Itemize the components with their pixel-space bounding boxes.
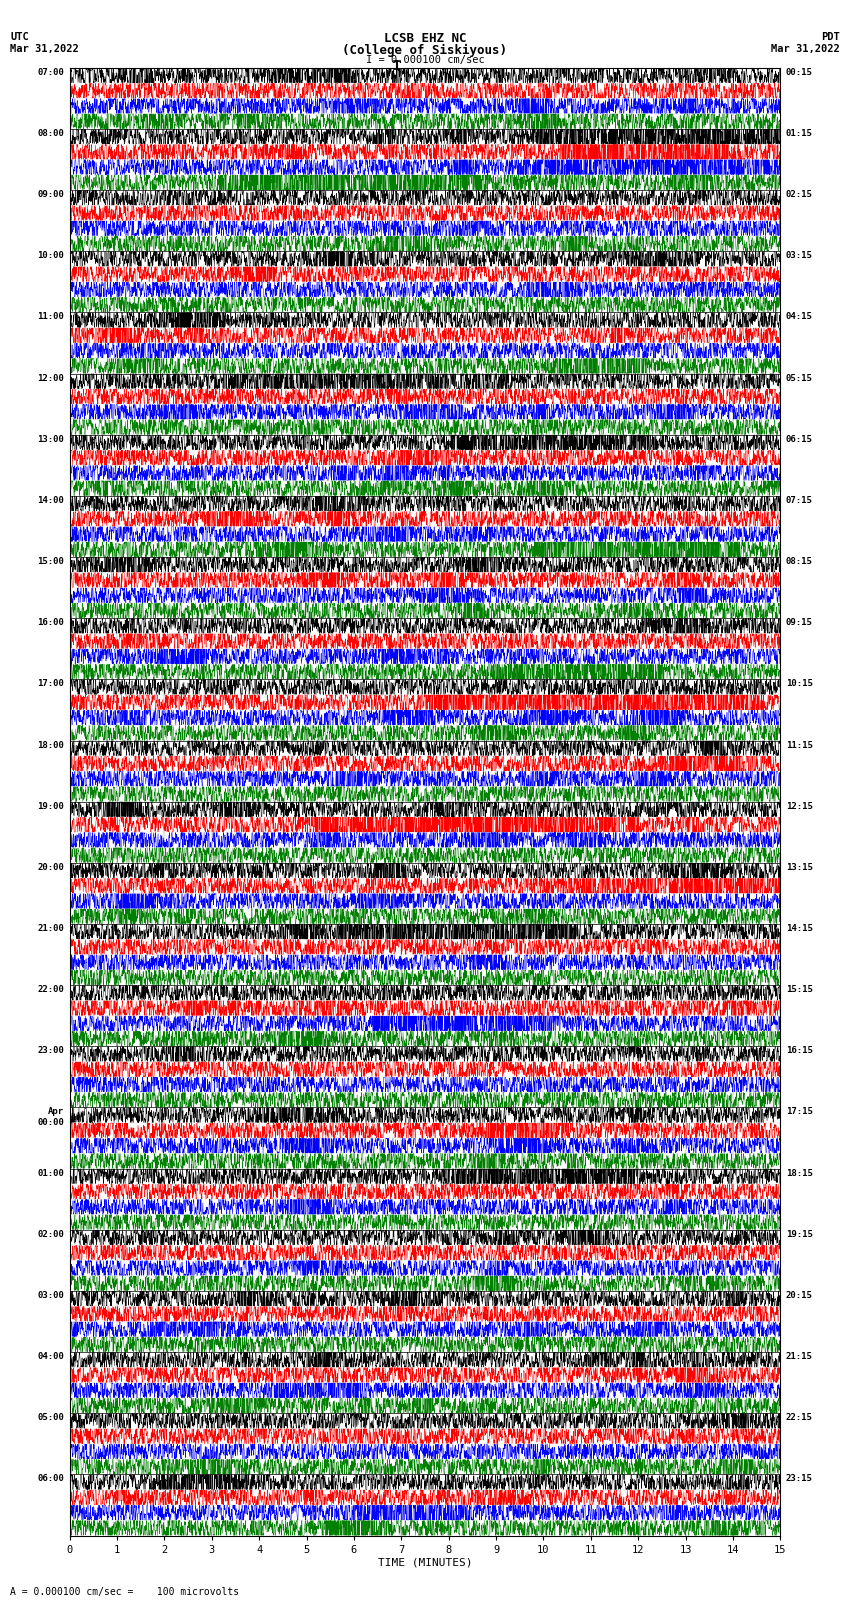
Text: 14:00: 14:00 [37,495,64,505]
Text: A = 0.000100 cm/sec =    100 microvolts: A = 0.000100 cm/sec = 100 microvolts [10,1587,240,1597]
Text: 01:15: 01:15 [786,129,813,137]
Text: 16:00: 16:00 [37,618,64,627]
Text: PDT: PDT [821,32,840,42]
Text: 14:15: 14:15 [786,924,813,932]
Text: 20:15: 20:15 [786,1290,813,1300]
Text: 07:00: 07:00 [37,68,64,77]
Text: Mar 31,2022: Mar 31,2022 [10,44,79,53]
Text: 13:00: 13:00 [37,436,64,444]
Text: 08:15: 08:15 [786,556,813,566]
Text: 15:00: 15:00 [37,556,64,566]
Text: LCSB EHZ NC: LCSB EHZ NC [383,32,467,45]
Text: 16:15: 16:15 [786,1047,813,1055]
Text: 10:15: 10:15 [786,679,813,689]
Text: 05:00: 05:00 [37,1413,64,1423]
Text: 04:15: 04:15 [786,313,813,321]
Text: 17:00: 17:00 [37,679,64,689]
Text: 02:15: 02:15 [786,190,813,198]
Text: Apr
00:00: Apr 00:00 [37,1108,64,1127]
Text: 18:00: 18:00 [37,740,64,750]
X-axis label: TIME (MINUTES): TIME (MINUTES) [377,1558,473,1568]
Text: 22:00: 22:00 [37,986,64,994]
Text: 00:15: 00:15 [786,68,813,77]
Text: Mar 31,2022: Mar 31,2022 [771,44,840,53]
Text: (College of Siskiyous): (College of Siskiyous) [343,44,507,56]
Text: 22:15: 22:15 [786,1413,813,1423]
Text: 05:15: 05:15 [786,374,813,382]
Text: 02:00: 02:00 [37,1229,64,1239]
Text: UTC: UTC [10,32,29,42]
Text: 03:15: 03:15 [786,252,813,260]
Text: 23:15: 23:15 [786,1474,813,1484]
Text: 06:00: 06:00 [37,1474,64,1484]
Text: 11:00: 11:00 [37,313,64,321]
Text: 15:15: 15:15 [786,986,813,994]
Text: 17:15: 17:15 [786,1108,813,1116]
Text: 12:15: 12:15 [786,802,813,811]
Text: 13:15: 13:15 [786,863,813,871]
Text: 03:00: 03:00 [37,1290,64,1300]
Text: 23:00: 23:00 [37,1047,64,1055]
Text: 11:15: 11:15 [786,740,813,750]
Text: 10:00: 10:00 [37,252,64,260]
Text: 20:00: 20:00 [37,863,64,871]
Text: 09:00: 09:00 [37,190,64,198]
Text: 19:15: 19:15 [786,1229,813,1239]
Text: 09:15: 09:15 [786,618,813,627]
Text: 18:15: 18:15 [786,1168,813,1177]
Text: 06:15: 06:15 [786,436,813,444]
Text: 19:00: 19:00 [37,802,64,811]
Text: 08:00: 08:00 [37,129,64,137]
Text: 07:15: 07:15 [786,495,813,505]
Text: 21:00: 21:00 [37,924,64,932]
Text: I = 0.000100 cm/sec: I = 0.000100 cm/sec [366,55,484,65]
Text: 21:15: 21:15 [786,1352,813,1361]
Text: 12:00: 12:00 [37,374,64,382]
Text: 04:00: 04:00 [37,1352,64,1361]
Text: 01:00: 01:00 [37,1168,64,1177]
